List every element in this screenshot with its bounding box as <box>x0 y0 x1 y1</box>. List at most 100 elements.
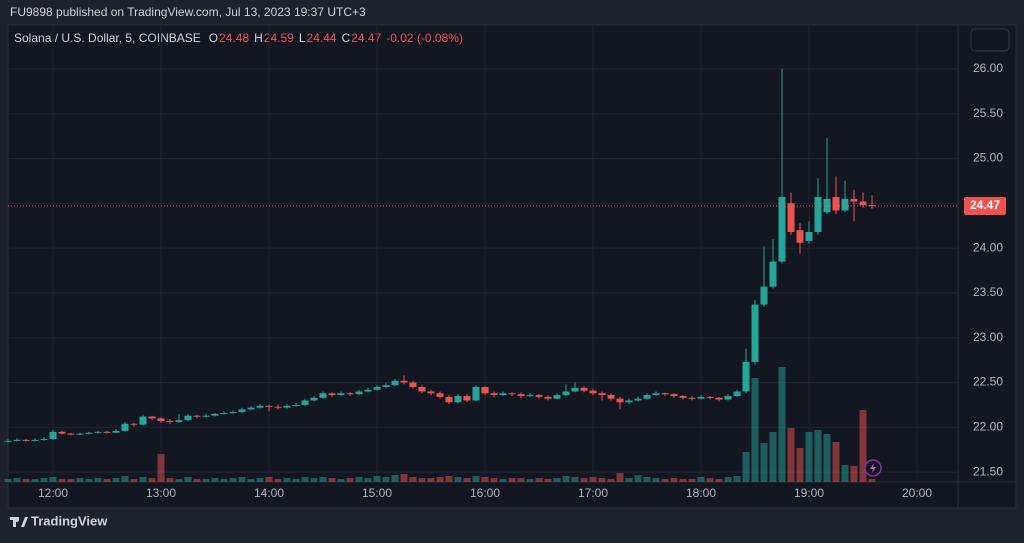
volume-bar <box>580 478 588 482</box>
candle-body <box>526 395 534 397</box>
candle-body <box>850 198 858 202</box>
candle-body <box>211 413 219 416</box>
candle-body <box>265 405 273 407</box>
legend-key: O <box>209 31 218 45</box>
candle-body <box>355 391 363 395</box>
x-tick-label: 16:00 <box>470 486 500 500</box>
candle-body <box>517 394 525 396</box>
candle-body <box>544 396 552 399</box>
volume-bar <box>85 479 93 482</box>
candle-body <box>157 418 165 422</box>
candle-body <box>625 400 633 403</box>
volume-bar <box>562 476 570 482</box>
candle-body <box>220 413 228 415</box>
volume-bar <box>256 478 264 482</box>
y-tick-label: 23.50 <box>973 285 1003 299</box>
volume-bar <box>121 476 129 482</box>
volume <box>4 367 876 482</box>
x-tick-label: 12:00 <box>38 486 68 500</box>
volume-bar <box>364 478 372 482</box>
menu-button[interactable] <box>970 28 1010 52</box>
volume-bar <box>490 478 498 482</box>
volume-bar <box>472 476 480 482</box>
volume-bar <box>427 478 435 482</box>
volume-bar <box>310 478 318 482</box>
volume-bar <box>301 477 309 482</box>
candle-body <box>103 431 111 433</box>
candle-body <box>562 391 570 396</box>
volume-bar <box>805 432 813 482</box>
legend-key: H <box>254 31 263 45</box>
volume-bar <box>688 479 696 482</box>
volume-bar <box>616 473 624 482</box>
candle-body <box>796 230 804 243</box>
volume-bar <box>238 477 246 482</box>
legend-value: 24.59 <box>264 31 294 45</box>
candle-body <box>94 431 102 433</box>
volume-bar <box>598 478 606 482</box>
candle-body <box>229 412 237 414</box>
candle-body <box>742 361 750 392</box>
candle-body <box>76 433 84 435</box>
volume-bar <box>373 476 381 482</box>
volume-bar <box>337 479 345 482</box>
x-tick-label: 17:00 <box>578 486 608 500</box>
volume-bar <box>445 476 453 482</box>
volume-bar <box>751 378 759 482</box>
volume-bar <box>13 478 21 482</box>
volume-bar <box>346 478 354 482</box>
candle-body <box>409 382 417 388</box>
candle-body <box>679 395 687 398</box>
volume-bar <box>508 478 516 482</box>
volume-bar <box>355 477 363 482</box>
volume-bar <box>319 477 327 482</box>
candle-body <box>22 439 30 441</box>
y-tick-label: 23.00 <box>973 330 1003 344</box>
volume-bar <box>454 477 462 482</box>
candle-body <box>553 395 561 399</box>
candle-body <box>814 197 822 232</box>
volume-bar <box>859 410 867 482</box>
candle-body <box>121 423 129 431</box>
volume-bar <box>22 479 30 482</box>
volume-bar <box>409 477 417 482</box>
volume-bar <box>868 479 876 482</box>
volume-bar <box>112 478 120 482</box>
volume-bar <box>742 452 750 482</box>
candle-body <box>571 387 579 392</box>
volume-bar <box>229 478 237 482</box>
candle-body <box>778 197 786 262</box>
candle-body <box>283 405 291 408</box>
legend-value: 24.47 <box>351 31 381 45</box>
candle-body <box>580 387 588 391</box>
volume-bar <box>589 477 597 482</box>
candle-body <box>40 438 48 440</box>
volume-bar <box>157 454 165 482</box>
candle-body <box>319 393 327 398</box>
volume-bar <box>706 478 714 482</box>
volume-bar <box>274 479 282 482</box>
volume-bar <box>40 478 48 482</box>
candle-body <box>634 398 642 401</box>
candle-body <box>274 406 282 408</box>
candle-body <box>328 393 336 396</box>
volume-bar <box>499 479 507 482</box>
candle-body <box>292 404 300 406</box>
volume-bar <box>670 478 678 482</box>
grid <box>8 25 958 482</box>
candle-body <box>490 393 498 396</box>
volume-bar <box>49 477 57 482</box>
symbol: Solana / U.S. Dollar, 5, COINBASE <box>14 31 201 45</box>
volume-bar <box>94 478 102 482</box>
candle-body <box>112 430 120 433</box>
x-tick-label: 13:00 <box>146 486 176 500</box>
volume-bar <box>184 477 192 482</box>
candle-body <box>751 304 759 362</box>
candle-body <box>715 397 723 400</box>
candle-body <box>373 387 381 390</box>
candle-body <box>58 431 66 434</box>
candle-body <box>400 380 408 383</box>
candle-body <box>445 396 453 403</box>
volume-bar <box>571 477 579 482</box>
volume-bar <box>58 479 66 482</box>
